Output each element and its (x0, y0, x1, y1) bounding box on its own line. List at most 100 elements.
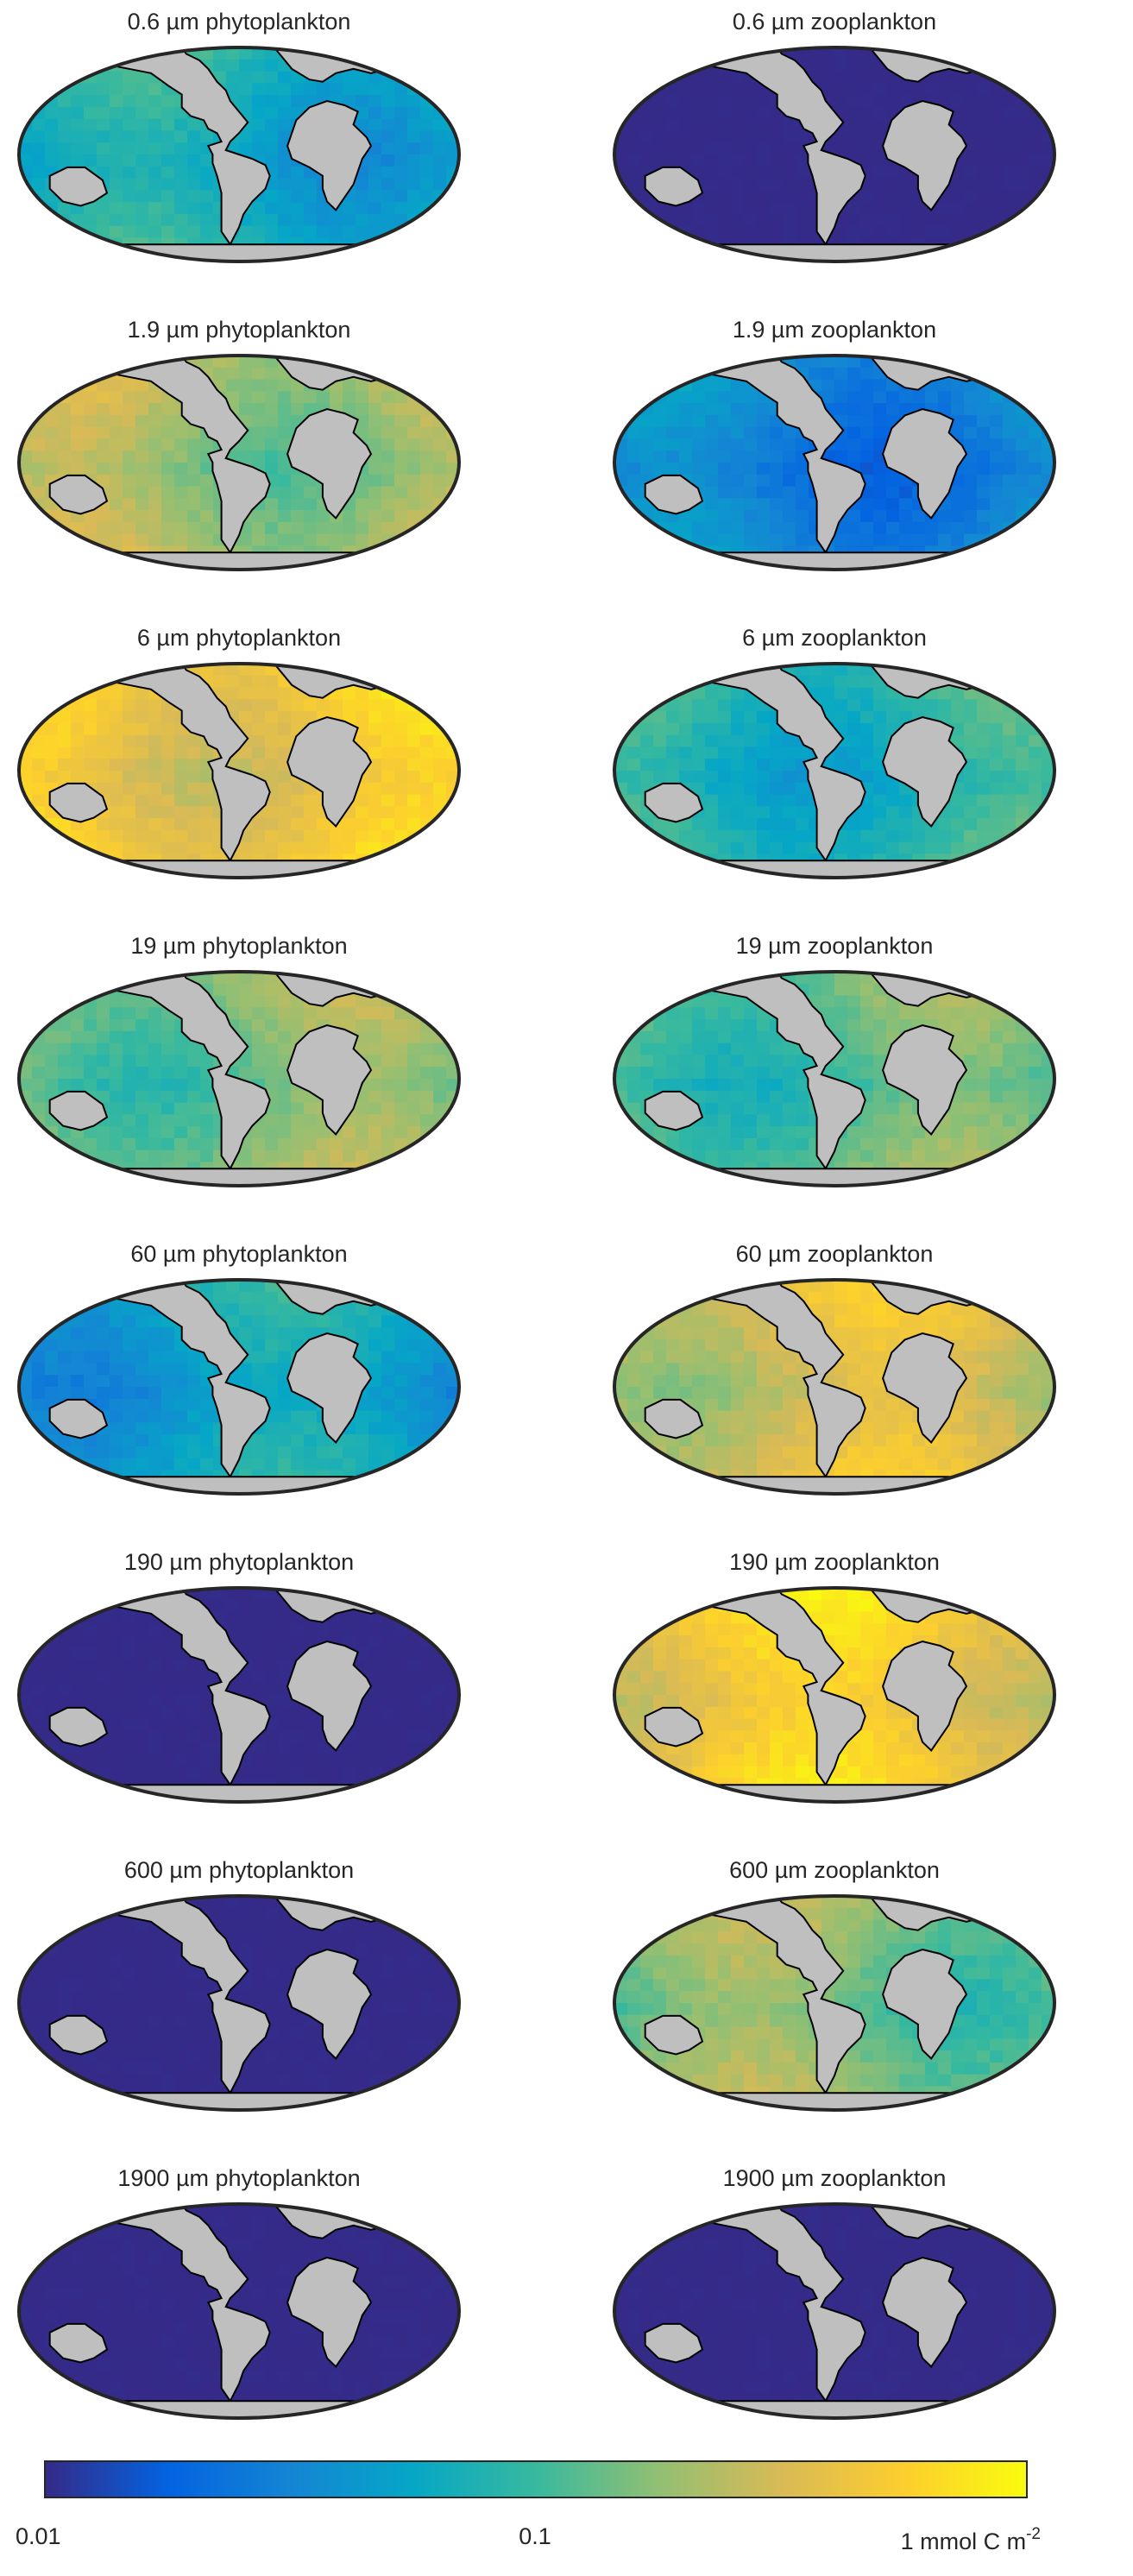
ocean-cell (1029, 59, 1042, 72)
ocean-cell (110, 841, 123, 855)
ocean-cell (381, 47, 395, 60)
ocean-cell (770, 521, 784, 535)
ocean-cell (757, 154, 771, 167)
ocean-cell (964, 379, 978, 392)
ocean-cell (161, 130, 175, 143)
ocean-cell (977, 367, 991, 381)
ocean-cell (990, 130, 1004, 143)
ocean-cell (123, 746, 136, 759)
ocean-cell (135, 1137, 149, 1151)
ocean-cell (964, 711, 978, 724)
ocean-cell (653, 1019, 667, 1032)
ocean-cell (1016, 759, 1029, 772)
ocean-cell (433, 426, 447, 440)
ocean-cell (809, 47, 822, 60)
ocean-cell (796, 154, 809, 167)
ocean-cell (1029, 450, 1042, 463)
ocean-cell (84, 83, 98, 96)
ocean-cell (32, 59, 46, 72)
ocean-cell (381, 853, 395, 866)
ocean-cell (886, 841, 900, 855)
ocean-cell (200, 1137, 214, 1151)
ocean-cell (84, 722, 98, 736)
ocean-cell (705, 866, 719, 878)
ocean-cell (252, 403, 266, 416)
ocean-cell (58, 414, 72, 428)
ocean-cell (886, 782, 900, 796)
ocean-cell (783, 1090, 796, 1104)
ocean-cell (614, 533, 628, 547)
ocean-cell (148, 1149, 162, 1163)
ocean-cell (1003, 1019, 1017, 1032)
ocean-cell (187, 841, 201, 855)
ocean-cell (705, 510, 719, 523)
ocean-cell (1029, 687, 1042, 700)
ocean-cell (304, 202, 318, 215)
ocean-cell (265, 675, 279, 689)
ocean-cell (718, 699, 732, 712)
ocean-cell (964, 391, 978, 404)
ocean-cell (951, 711, 965, 724)
ocean-cell (161, 118, 175, 132)
ocean-cell (627, 734, 641, 748)
ocean-cell (58, 130, 72, 143)
ocean-cell (744, 83, 758, 96)
ocean-cell (394, 557, 408, 570)
ocean-cell (1042, 403, 1054, 416)
ocean-cell (899, 841, 913, 855)
ocean-cell (110, 249, 123, 261)
ocean-cell (148, 818, 162, 831)
ocean-cell (847, 426, 861, 440)
ocean-cell (368, 557, 382, 570)
ocean-cell (420, 995, 434, 1008)
ocean-cell (847, 118, 861, 132)
ocean-cell (873, 771, 887, 784)
ocean-cell (990, 426, 1004, 440)
ocean-cell (58, 1280, 72, 1293)
ocean-cell (407, 983, 421, 997)
ocean-cell (1016, 687, 1029, 700)
ocean-cell (796, 1149, 809, 1163)
ocean-cell (705, 746, 719, 759)
ocean-cell (368, 202, 382, 215)
ocean-cell (19, 463, 33, 476)
ocean-cell (964, 166, 978, 180)
ocean-cell (97, 403, 110, 416)
ocean-cell (58, 1149, 72, 1163)
ocean-cell (731, 1055, 745, 1068)
ocean-cell (278, 711, 292, 724)
ocean-cell (718, 557, 732, 570)
ocean-cell (614, 841, 628, 855)
ocean-cell (32, 1149, 46, 1163)
ocean-cell (368, 1137, 382, 1151)
ocean-cell (757, 130, 771, 143)
ocean-cell (860, 818, 874, 831)
ocean-cell (394, 866, 408, 878)
ocean-cell (291, 1090, 305, 1104)
ocean-cell (265, 213, 279, 227)
ocean-cell (744, 202, 758, 215)
ocean-cell (692, 521, 706, 535)
ocean-cell (407, 438, 421, 451)
ocean-cell (32, 426, 46, 440)
ocean-cell (123, 818, 136, 831)
ocean-cell (614, 1019, 628, 1032)
ocean-cell (847, 379, 861, 392)
ocean-cell (640, 1030, 654, 1044)
ocean-cell (265, 829, 279, 843)
ocean-cell (71, 249, 85, 261)
ocean-cell (692, 699, 706, 712)
ocean-cell (343, 391, 356, 404)
ocean-cell (873, 711, 887, 724)
ocean-cell (161, 498, 175, 511)
ocean-cell (368, 474, 382, 488)
ocean-cell (446, 414, 459, 428)
australia-landmass (644, 782, 704, 823)
ocean-cell (368, 130, 382, 143)
ocean-cell (1042, 771, 1054, 784)
ocean-cell (407, 1149, 421, 1163)
ocean-cell (873, 510, 887, 523)
ocean-cell (718, 438, 732, 451)
ocean-cell (446, 249, 459, 261)
ocean-cell (744, 1090, 758, 1104)
